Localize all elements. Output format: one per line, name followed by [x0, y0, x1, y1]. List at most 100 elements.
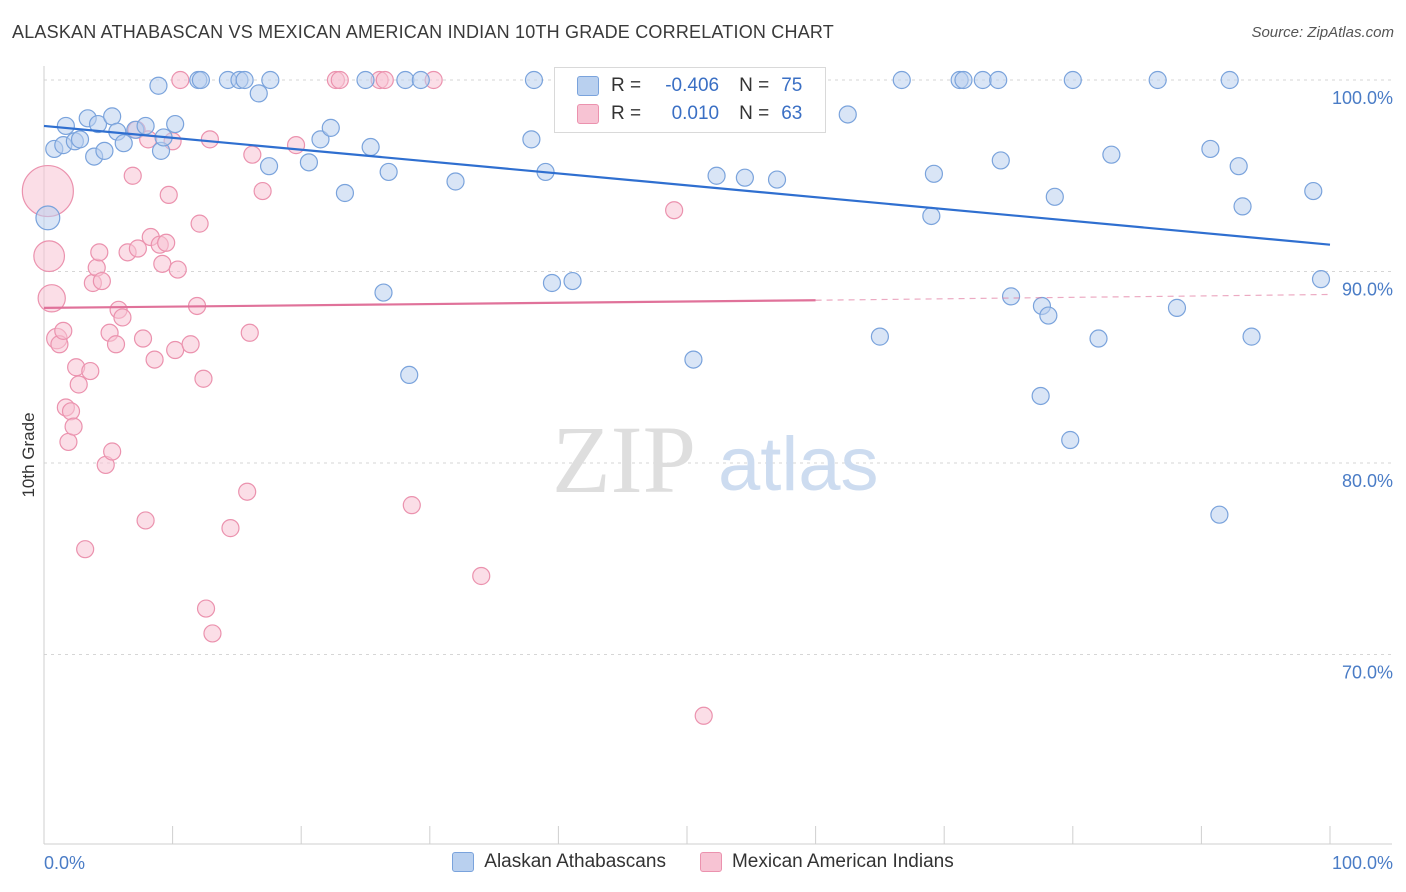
watermark-atlas: atlas	[718, 422, 879, 507]
y-axis-label: 10th Grade	[19, 412, 38, 497]
data-point-blue	[191, 70, 210, 90]
data-point-blue	[1167, 298, 1187, 317]
data-point-blue	[1201, 139, 1220, 159]
data-point-blue	[1148, 70, 1167, 90]
data-point-blue	[1089, 329, 1108, 348]
data-point-blue	[1001, 287, 1021, 306]
data-point-blue	[1102, 145, 1121, 164]
data-point-pink	[37, 284, 66, 313]
data-point-pink	[238, 482, 257, 501]
data-point-pink	[166, 340, 185, 360]
stats-legend: R = -0.406 N = 75 R = 0.010 N = 63	[554, 67, 826, 133]
data-point-pink	[61, 402, 81, 421]
data-point-pink	[133, 329, 153, 348]
data-point-blue	[95, 141, 114, 160]
legend-label: Mexican American Indians	[731, 851, 954, 872]
data-point-blue	[870, 327, 890, 346]
series-alaskan-athabascans	[35, 70, 1331, 524]
watermark: ZIP atlas	[552, 406, 879, 513]
y-tick-label: 100.0%	[1332, 88, 1393, 108]
data-point-pink	[76, 540, 95, 559]
data-point-pink	[157, 233, 176, 252]
data-point-blue	[563, 271, 582, 291]
legend-swatch-blue	[452, 852, 475, 872]
legend-swatch-pink	[699, 852, 722, 872]
data-point-pink	[123, 166, 142, 185]
data-point-blue	[335, 183, 355, 203]
data-point-blue	[235, 70, 254, 90]
data-point-blue	[35, 205, 61, 231]
legend-row-blue: R = -0.406 N = 75	[577, 72, 802, 100]
data-point-blue	[767, 170, 787, 189]
trend-line-blue	[43, 124, 1331, 246]
data-point-blue	[356, 70, 375, 90]
data-point-blue	[374, 283, 393, 302]
y-tick-label: 70.0%	[1342, 663, 1393, 683]
grid-lines	[44, 79, 1392, 655]
watermark-zip: ZIP	[552, 406, 696, 513]
data-point-blue	[166, 114, 185, 134]
legend-r-value: 0.010	[671, 103, 720, 124]
data-point-blue	[542, 273, 562, 293]
data-point-pink	[203, 624, 222, 643]
data-point-pink	[103, 442, 122, 461]
legend-n-label: N =	[739, 103, 770, 124]
data-point-pink	[402, 496, 421, 515]
series-legend: Alaskan Athabascans Mexican American Ind…	[0, 851, 1406, 873]
data-point-pink	[472, 566, 491, 586]
y-tick-label: 90.0%	[1342, 280, 1393, 300]
data-point-pink	[145, 350, 164, 369]
data-point-blue	[1220, 70, 1239, 90]
legend-r-label: R =	[611, 75, 642, 96]
data-point-pink	[59, 432, 78, 452]
data-point-pink	[64, 417, 83, 436]
data-point-blue	[1039, 306, 1058, 325]
data-point-pink	[200, 130, 219, 149]
data-point-pink	[375, 70, 394, 90]
data-point-pink	[171, 70, 190, 90]
data-point-pink	[113, 308, 132, 327]
data-point-pink	[194, 369, 213, 388]
y-tick-labels: 100.0% 90.0% 80.0% 70.0%	[1332, 88, 1393, 683]
legend-swatch-blue	[577, 76, 599, 96]
data-point-blue	[838, 105, 857, 124]
data-point-pink	[54, 321, 73, 340]
chart-title: ALASKAN ATHABASCAN VS MEXICAN AMERICAN I…	[12, 22, 834, 42]
data-point-pink	[168, 260, 187, 279]
legend-row-pink: R = 0.010 N = 63	[577, 100, 802, 128]
x-tick-labels: 0.0% 100.0%	[44, 853, 1393, 873]
data-point-pink	[69, 375, 88, 394]
data-point-pink	[253, 181, 272, 201]
data-point-blue	[1063, 70, 1082, 90]
data-point-blue	[954, 70, 973, 90]
data-point-blue	[114, 134, 133, 153]
trend-line-extension-pink	[815, 293, 1331, 301]
x-tick-label: 0.0%	[44, 853, 85, 873]
data-point-pink	[286, 136, 306, 155]
data-point-pink	[33, 240, 66, 273]
data-point-blue	[396, 70, 415, 90]
data-point-blue	[1045, 187, 1064, 206]
legend-label: Alaskan Athabascans	[484, 851, 666, 872]
legend-n-value: 75	[781, 75, 803, 96]
data-point-blue	[524, 70, 544, 90]
data-point-blue	[136, 116, 155, 136]
data-point-pink	[159, 185, 178, 204]
data-point-pink	[128, 239, 147, 258]
data-point-blue	[922, 206, 941, 226]
data-point-blue	[924, 164, 944, 183]
data-point-pink	[221, 519, 240, 538]
legend-n-label: N =	[739, 75, 770, 96]
data-point-blue	[411, 70, 430, 90]
data-point-blue	[249, 84, 268, 103]
data-point-blue	[989, 70, 1008, 90]
data-point-blue	[1242, 327, 1261, 346]
data-point-pink	[181, 335, 200, 354]
data-point-pink	[106, 335, 126, 354]
data-point-blue	[259, 157, 279, 176]
x-tick-label: 100.0%	[1332, 853, 1393, 873]
data-point-pink	[136, 511, 155, 530]
data-point-pink	[665, 201, 684, 220]
data-point-blue	[1210, 505, 1229, 524]
data-point-blue	[321, 118, 340, 137]
